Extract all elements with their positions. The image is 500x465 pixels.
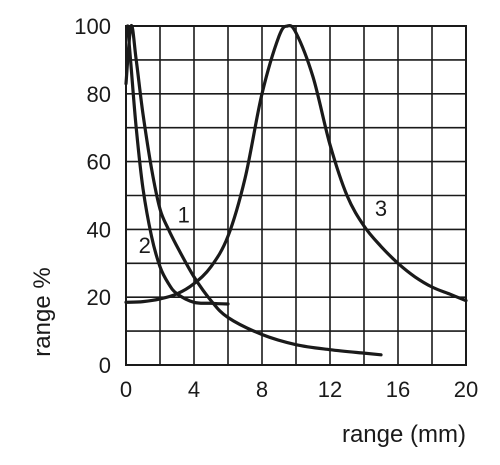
y-axis-label: range % [29,267,56,356]
y-tick-label: 0 [99,353,111,378]
data-series [124,24,468,357]
x-axis-label: range (mm) [342,421,466,448]
y-tick-label: 80 [87,82,111,107]
grid [125,25,467,366]
y-tick-label: 40 [87,217,111,242]
series-line-1 [124,24,383,357]
plot-frame [125,25,467,366]
x-tick-label: 0 [120,377,132,402]
x-axis-ticks: 0 4 8 12 16 20 [120,377,478,402]
series-line-2 [126,24,230,306]
curve-labels: 1 2 3 [139,196,388,258]
series-line-3 [124,24,468,304]
y-axis-ticks: 0 20 40 60 80 100 [74,14,111,378]
curve-label-3: 3 [375,196,387,221]
y-tick-label: 20 [87,285,111,310]
curve-label-1: 1 [178,203,190,228]
x-tick-label: 4 [188,377,200,402]
y-tick-label: 100 [74,14,111,39]
x-tick-label: 12 [318,377,342,402]
x-tick-label: 8 [256,377,268,402]
x-tick-label: 20 [454,377,478,402]
x-tick-label: 16 [386,377,410,402]
y-tick-label: 60 [87,150,111,175]
curve-label-2: 2 [139,233,151,258]
